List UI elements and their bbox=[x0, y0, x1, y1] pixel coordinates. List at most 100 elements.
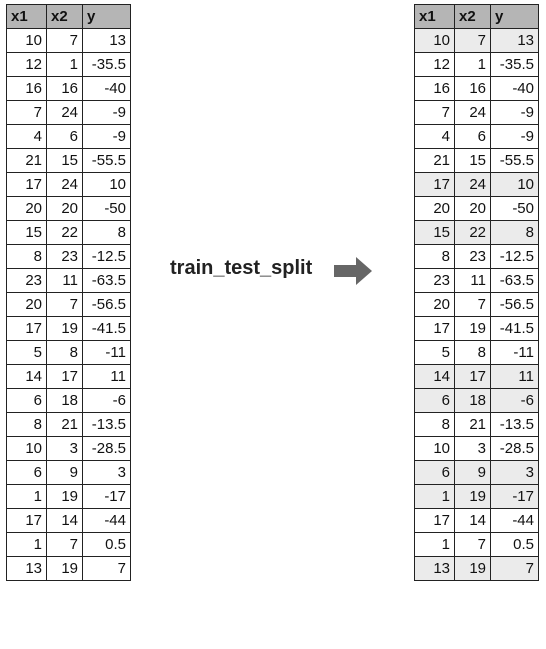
cell-y: -13.5 bbox=[82, 412, 131, 437]
split-table: x1 x2 y 10 7 13 12 1 -35.5 16 16 -40 7 24 -9 4 6 -9 21 1… bbox=[414, 4, 539, 581]
cell-x2: 9 bbox=[454, 460, 491, 485]
cell-y: -63.5 bbox=[82, 268, 131, 293]
cell-x1: 17 bbox=[414, 508, 455, 533]
cell-y: -40 bbox=[490, 76, 539, 101]
cell-x2: 24 bbox=[454, 172, 491, 197]
cell-x2: 7 bbox=[454, 532, 491, 557]
table-row: 14 17 11 bbox=[6, 364, 131, 389]
cell-y: -28.5 bbox=[82, 436, 131, 461]
cell-y: -9 bbox=[490, 124, 539, 149]
cell-x2: 21 bbox=[46, 412, 83, 437]
cell-x2: 20 bbox=[454, 196, 491, 221]
table-row: 17 24 10 bbox=[6, 172, 131, 197]
cell-x1: 10 bbox=[6, 28, 47, 53]
cell-x2: 19 bbox=[46, 484, 83, 509]
cell-x2: 17 bbox=[454, 364, 491, 389]
cell-x1: 8 bbox=[6, 244, 47, 269]
cell-x2: 21 bbox=[454, 412, 491, 437]
table-row: 5 8 -11 bbox=[6, 340, 131, 365]
cell-x1: 20 bbox=[6, 196, 47, 221]
cell-y: 8 bbox=[490, 220, 539, 245]
cell-x1: 6 bbox=[6, 388, 47, 413]
cell-y: 10 bbox=[82, 172, 131, 197]
cell-x2: 8 bbox=[454, 340, 491, 365]
cell-x2: 17 bbox=[46, 364, 83, 389]
table-row: 4 6 -9 bbox=[6, 124, 131, 149]
cell-x2: 14 bbox=[46, 508, 83, 533]
cell-x2: 18 bbox=[454, 388, 491, 413]
cell-x1: 7 bbox=[414, 100, 455, 125]
cell-y: -6 bbox=[490, 388, 539, 413]
table-row: 1 7 0.5 bbox=[6, 532, 131, 557]
table-row: 10 7 13 bbox=[414, 28, 539, 53]
table-row: 5 8 -11 bbox=[414, 340, 539, 365]
cell-y: -12.5 bbox=[490, 244, 539, 269]
cell-x2: 7 bbox=[46, 532, 83, 557]
cell-x1: 17 bbox=[414, 316, 455, 341]
cell-y: -17 bbox=[490, 484, 539, 509]
cell-x2: 3 bbox=[46, 436, 83, 461]
cell-x2: 15 bbox=[454, 148, 491, 173]
cell-y: -55.5 bbox=[490, 148, 539, 173]
cell-x2: 7 bbox=[454, 28, 491, 53]
cell-x1: 1 bbox=[6, 532, 47, 557]
cell-y: 7 bbox=[82, 556, 131, 581]
cell-x1: 12 bbox=[6, 52, 47, 77]
cell-y: -41.5 bbox=[490, 316, 539, 341]
column-header-x2: x2 bbox=[46, 4, 83, 29]
cell-y: -11 bbox=[82, 340, 131, 365]
cell-y: -28.5 bbox=[490, 436, 539, 461]
cell-y: -50 bbox=[490, 196, 539, 221]
table-row: 20 20 -50 bbox=[414, 196, 539, 221]
table-row: 1 19 -17 bbox=[414, 484, 539, 509]
input-table: x1 x2 y 10 7 13 12 1 -35.5 16 16 -40 7 24 -9 4 6 -9 21 1… bbox=[6, 4, 131, 581]
cell-x2: 6 bbox=[454, 124, 491, 149]
cell-x1: 5 bbox=[414, 340, 455, 365]
cell-x1: 17 bbox=[414, 172, 455, 197]
cell-x1: 6 bbox=[414, 388, 455, 413]
cell-x1: 7 bbox=[6, 100, 47, 125]
cell-x1: 15 bbox=[6, 220, 47, 245]
cell-x2: 3 bbox=[454, 436, 491, 461]
cell-x1: 21 bbox=[6, 148, 47, 173]
cell-x2: 20 bbox=[46, 196, 83, 221]
table-row: 7 24 -9 bbox=[414, 100, 539, 125]
table-row: 16 16 -40 bbox=[414, 76, 539, 101]
cell-x2: 7 bbox=[46, 28, 83, 53]
cell-x2: 19 bbox=[454, 316, 491, 341]
cell-x2: 1 bbox=[46, 52, 83, 77]
cell-y: 3 bbox=[490, 460, 539, 485]
cell-y: -9 bbox=[82, 124, 131, 149]
cell-x1: 12 bbox=[414, 52, 455, 77]
table-row: 4 6 -9 bbox=[414, 124, 539, 149]
arrow-right-icon bbox=[334, 257, 372, 285]
cell-y: 10 bbox=[490, 172, 539, 197]
column-header-x2: x2 bbox=[454, 4, 491, 29]
table-row: 7 24 -9 bbox=[6, 100, 131, 125]
cell-y: -44 bbox=[82, 508, 131, 533]
table-row: 15 22 8 bbox=[414, 220, 539, 245]
cell-x2: 18 bbox=[46, 388, 83, 413]
cell-y: -50 bbox=[82, 196, 131, 221]
cell-x1: 6 bbox=[6, 460, 47, 485]
table-row: 6 18 -6 bbox=[414, 388, 539, 413]
cell-x2: 23 bbox=[454, 244, 491, 269]
cell-x2: 24 bbox=[46, 100, 83, 125]
table-row: 17 19 -41.5 bbox=[6, 316, 131, 341]
table-row: 23 11 -63.5 bbox=[6, 268, 131, 293]
table-row: 1 7 0.5 bbox=[414, 532, 539, 557]
cell-x1: 23 bbox=[6, 268, 47, 293]
table-row: 17 14 -44 bbox=[6, 508, 131, 533]
cell-x2: 6 bbox=[46, 124, 83, 149]
cell-y: 3 bbox=[82, 460, 131, 485]
table-row: 10 3 -28.5 bbox=[414, 436, 539, 461]
table-row: 6 18 -6 bbox=[6, 388, 131, 413]
cell-x2: 16 bbox=[454, 76, 491, 101]
table-row: 17 19 -41.5 bbox=[414, 316, 539, 341]
table-row: 10 7 13 bbox=[6, 28, 131, 53]
cell-y: -13.5 bbox=[490, 412, 539, 437]
cell-x2: 9 bbox=[46, 460, 83, 485]
table-row: 8 21 -13.5 bbox=[414, 412, 539, 437]
table-row: 10 3 -28.5 bbox=[6, 436, 131, 461]
